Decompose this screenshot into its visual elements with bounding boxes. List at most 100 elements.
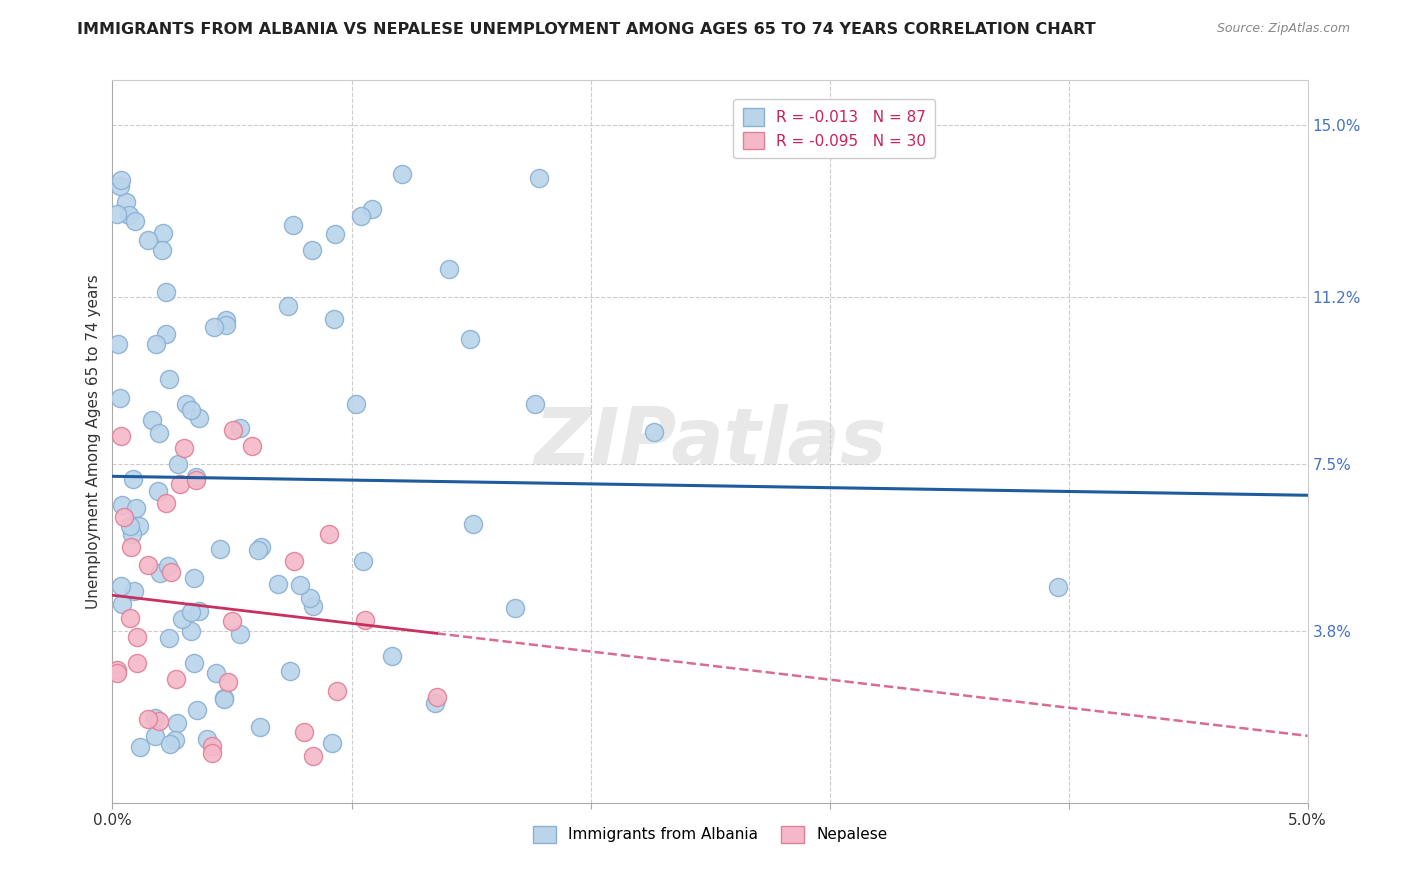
Point [118,208,141,222]
Point [425,696,447,710]
Point [160,565,183,579]
Text: Source: ZipAtlas.com: Source: ZipAtlas.com [1216,22,1350,36]
Point [201,739,224,754]
Point [183,571,205,585]
Point [180,624,202,639]
Point [301,748,323,763]
Point [278,665,301,679]
Point [322,312,344,326]
Point [107,337,129,351]
Point [110,429,132,443]
Point [118,611,141,625]
Point [281,218,304,232]
Point [326,684,349,698]
Point [437,262,460,277]
Point [249,720,271,734]
Point [136,558,159,572]
Point [105,666,128,681]
Point [212,691,235,706]
Point [321,736,343,750]
Point [214,691,236,706]
Point [247,542,270,557]
Point [301,243,323,257]
Point [643,425,665,439]
Point [184,473,207,487]
Point [125,631,148,645]
Point [344,397,367,411]
Point [157,631,180,645]
Point [183,656,205,670]
Text: ZIPatlas: ZIPatlas [534,403,886,480]
Point [118,519,141,533]
Point [114,194,136,209]
Point [354,613,377,627]
Point [505,600,527,615]
Point [266,577,288,591]
Point [180,605,202,619]
Point [361,202,384,216]
Point [188,410,211,425]
Point [240,439,263,453]
Point [127,656,149,670]
Point [208,542,231,557]
Point [159,737,181,751]
Point [172,612,194,626]
Point [129,740,152,755]
Legend: Immigrants from Albania, Nepalese: Immigrants from Albania, Nepalese [527,820,893,849]
Point [124,214,146,228]
Point [122,583,145,598]
Point [136,713,159,727]
Point [186,703,208,717]
Point [173,442,195,456]
Point [283,554,305,568]
Point [294,725,316,739]
Point [1047,580,1070,594]
Point [288,578,311,592]
Point [143,711,166,725]
Point [152,227,174,241]
Point [426,690,449,705]
Point [169,477,191,491]
Point [214,312,236,326]
Point [120,540,142,554]
Point [222,423,245,437]
Point [201,746,224,760]
Point [529,171,551,186]
Point [141,413,163,427]
Point [108,179,131,194]
Point [110,173,132,187]
Point [381,648,404,663]
Point [149,566,172,580]
Point [202,319,225,334]
Point [249,540,271,554]
Point [298,591,321,606]
Point [277,299,299,313]
Point [229,421,252,435]
Y-axis label: Unemployment Among Ages 65 to 74 years: Unemployment Among Ages 65 to 74 years [86,274,101,609]
Point [105,663,128,677]
Point [165,672,187,686]
Point [121,526,143,541]
Point [145,337,167,351]
Point [150,244,173,258]
Point [523,397,546,411]
Point [302,599,325,614]
Point [229,627,252,641]
Point [205,666,228,681]
Point [166,716,188,731]
Point [318,526,340,541]
Point [155,496,177,510]
Point [163,733,186,747]
Point [108,391,131,405]
Point [125,500,148,515]
Point [111,498,134,512]
Point [110,579,132,593]
Point [352,554,374,568]
Point [221,614,243,628]
Point [122,472,145,486]
Point [391,167,413,181]
Point [461,516,484,531]
Point [215,318,238,333]
Point [187,604,209,618]
Text: IMMIGRANTS FROM ALBANIA VS NEPALESE UNEMPLOYMENT AMONG AGES 65 TO 74 YEARS CORRE: IMMIGRANTS FROM ALBANIA VS NEPALESE UNEM… [77,22,1095,37]
